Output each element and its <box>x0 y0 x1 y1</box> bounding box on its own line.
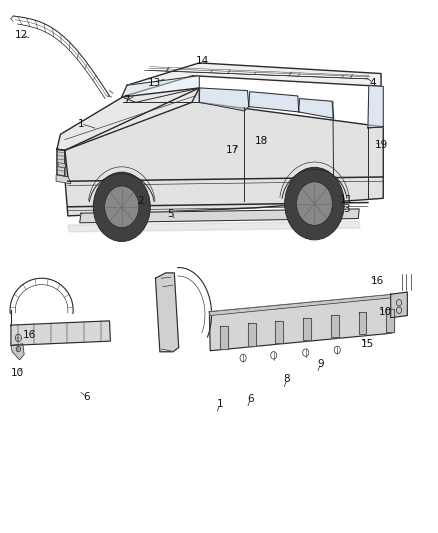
Polygon shape <box>249 92 299 112</box>
Text: 12: 12 <box>15 30 28 39</box>
Text: 10: 10 <box>11 368 24 378</box>
Polygon shape <box>199 88 249 111</box>
Polygon shape <box>303 318 311 340</box>
Text: 18: 18 <box>255 136 268 146</box>
Polygon shape <box>68 221 360 232</box>
Polygon shape <box>56 175 71 184</box>
Text: 16: 16 <box>371 277 384 286</box>
Polygon shape <box>80 209 359 223</box>
Polygon shape <box>276 320 283 343</box>
Polygon shape <box>331 315 339 337</box>
Text: 5: 5 <box>167 209 174 219</box>
Text: 15: 15 <box>361 339 374 349</box>
Polygon shape <box>368 85 383 128</box>
Polygon shape <box>57 149 68 177</box>
Circle shape <box>105 186 139 228</box>
Text: 11: 11 <box>340 195 353 205</box>
Text: 3: 3 <box>343 204 350 214</box>
Text: 4: 4 <box>370 78 377 87</box>
Polygon shape <box>220 326 228 349</box>
Polygon shape <box>65 88 383 216</box>
Text: 2: 2 <box>138 197 145 206</box>
Text: 6: 6 <box>247 394 254 403</box>
Text: 1: 1 <box>216 399 223 409</box>
Polygon shape <box>11 321 110 345</box>
Polygon shape <box>247 324 255 346</box>
Text: 7: 7 <box>123 95 130 105</box>
Text: 9: 9 <box>317 359 324 368</box>
Text: 8: 8 <box>283 375 290 384</box>
Polygon shape <box>209 294 395 316</box>
Text: 6: 6 <box>83 392 90 402</box>
Polygon shape <box>209 294 398 351</box>
Circle shape <box>297 182 332 225</box>
Polygon shape <box>359 312 367 334</box>
Polygon shape <box>57 88 199 150</box>
Text: 1: 1 <box>78 119 85 128</box>
Polygon shape <box>122 63 381 97</box>
Polygon shape <box>155 273 179 352</box>
Text: 19: 19 <box>375 140 389 150</box>
Text: 13: 13 <box>148 78 161 87</box>
Text: 10: 10 <box>379 307 392 317</box>
Text: 16: 16 <box>23 330 36 340</box>
Circle shape <box>285 167 344 240</box>
Text: 14: 14 <box>196 56 209 66</box>
Polygon shape <box>386 309 394 332</box>
Polygon shape <box>122 76 199 102</box>
Polygon shape <box>11 344 24 360</box>
Polygon shape <box>299 99 334 118</box>
Circle shape <box>93 172 150 241</box>
Polygon shape <box>58 163 66 168</box>
Text: 17: 17 <box>226 146 239 155</box>
Polygon shape <box>391 292 407 318</box>
